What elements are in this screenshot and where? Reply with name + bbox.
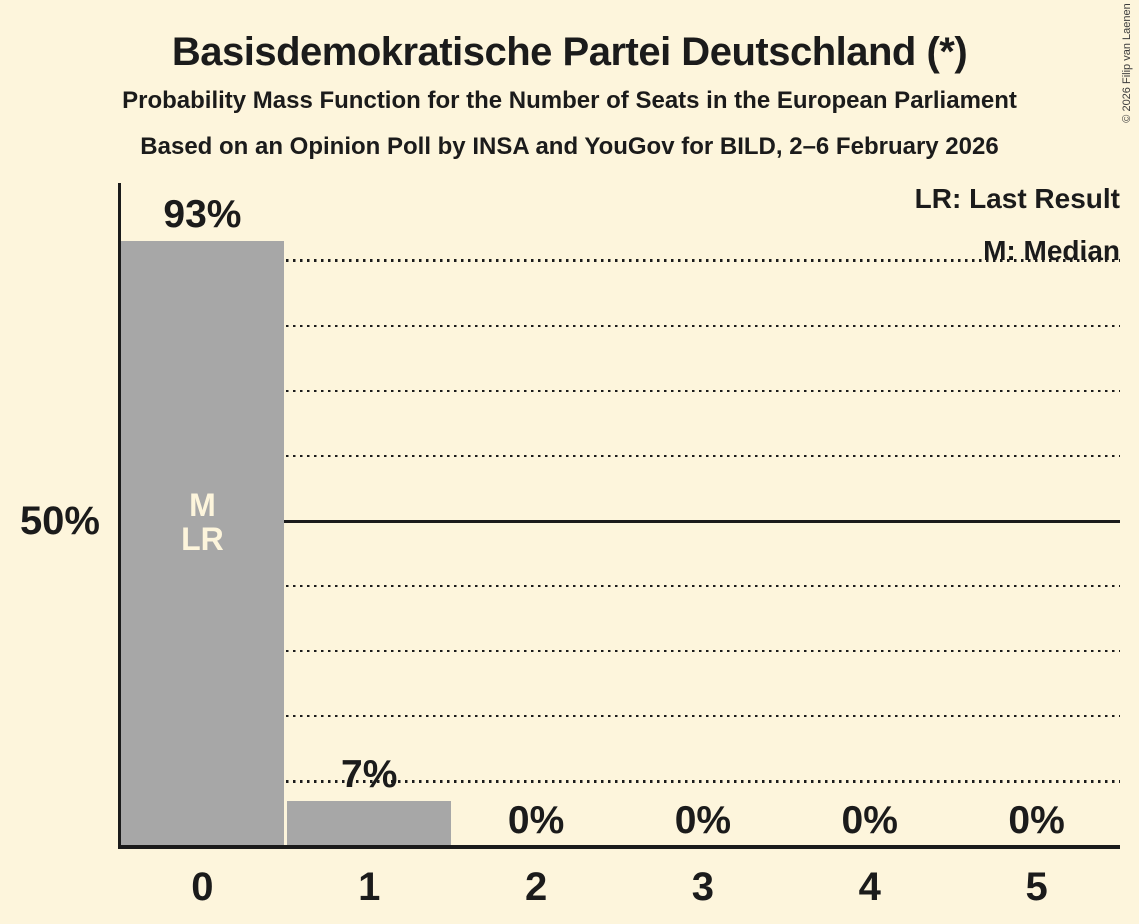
x-tick-label-1: 1 [358, 865, 381, 909]
gridline-10-percent [117, 780, 1120, 783]
copyright-notice: © 2026 Filip van Laenen [1121, 3, 1133, 123]
chart-title: Basisdemokratische Partei Deutschland (*… [171, 30, 968, 74]
x-tick-label-2: 2 [524, 865, 548, 909]
median-last-result-marker: M LR [181, 487, 224, 557]
gridline-40-percent [117, 584, 1120, 588]
gridline-80-percent [117, 324, 1120, 327]
bar-seats-0 [120, 241, 285, 847]
chart-source-line: Based on an Opinion Poll by INSA and You… [140, 133, 999, 160]
bar-value-label-5: 0% [1008, 798, 1065, 842]
chart-subtitle: Probability Mass Function for the Number… [122, 87, 1017, 114]
y-axis-line [117, 183, 121, 849]
gridline-90-percent [117, 259, 1120, 262]
x-tick-label-4: 4 [858, 865, 881, 909]
x-tick-label-5: 5 [1025, 865, 1048, 909]
gridline-50-solid [117, 519, 1120, 523]
bar-value-label-1: 7% [341, 752, 398, 796]
gridline-20-percent [117, 715, 1120, 718]
bar-seats-1 [287, 800, 452, 847]
x-tick-label-3: 3 [691, 865, 715, 909]
x-axis-line [117, 845, 1120, 849]
legend-median: M: Median [983, 235, 1120, 266]
gridline-30-percent [117, 650, 1120, 653]
legend-last-result: LR: Last Result [914, 183, 1120, 214]
bar-value-label-3: 0% [674, 798, 732, 842]
gridline-60-percent [117, 454, 1120, 458]
bar-value-label-0: 93% [163, 193, 242, 237]
bar-value-label-4: 0% [841, 798, 898, 842]
gridline-70-percent [117, 389, 1120, 392]
x-tick-label-0: 0 [191, 865, 214, 909]
bar-value-label-2: 0% [507, 798, 565, 842]
y-axis-50-percent-label: 50% [19, 499, 100, 543]
